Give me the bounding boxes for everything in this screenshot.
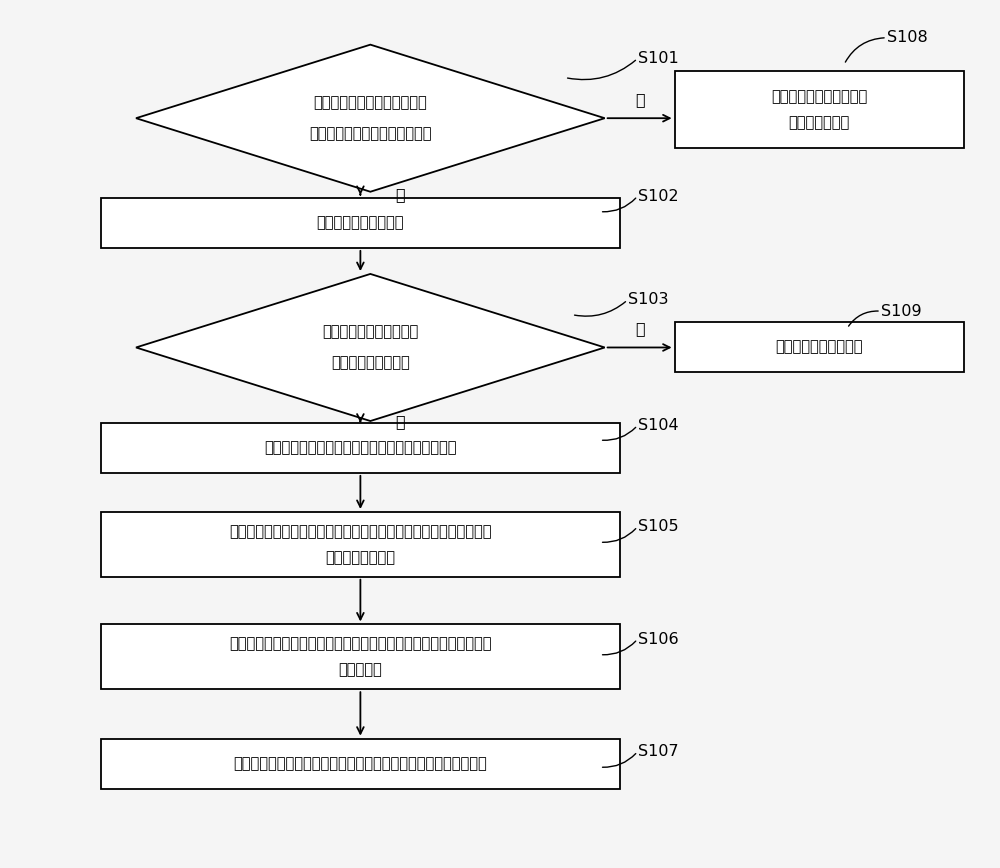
Bar bbox=[675, 70, 964, 148]
Polygon shape bbox=[136, 44, 605, 192]
Text: S101: S101 bbox=[638, 51, 678, 66]
Text: S102: S102 bbox=[638, 188, 678, 204]
Polygon shape bbox=[136, 274, 605, 421]
Text: S107: S107 bbox=[638, 744, 678, 759]
Bar bbox=[101, 739, 620, 789]
Text: S109: S109 bbox=[881, 304, 922, 319]
Bar bbox=[101, 423, 620, 473]
Text: 执行驻车夹紧功能: 执行驻车夹紧功能 bbox=[325, 549, 395, 565]
Text: 输出用于提示驾驶员用力踩下制动踏板的提示信息: 输出用于提示驾驶员用力踩下制动踏板的提示信息 bbox=[264, 440, 457, 456]
Text: 在检测到制动踏板被用力踩下后，输出第一预设电流以驱动电机继续: 在检测到制动踏板被用力踩下后，输出第一预设电流以驱动电机继续 bbox=[229, 523, 492, 539]
Text: S108: S108 bbox=[887, 30, 928, 45]
Text: 同时控制电机和螺线管执: 同时控制电机和螺线管执 bbox=[771, 89, 867, 104]
Text: 当检测到卡钳夹紧到上次夹紧位置后，驱动螺线管将锁销锁紧，并停: 当检测到卡钳夹紧到上次夹紧位置后，驱动螺线管将锁销锁紧，并停 bbox=[229, 636, 492, 651]
Text: 是: 是 bbox=[635, 321, 644, 336]
Bar bbox=[101, 512, 620, 576]
Text: S103: S103 bbox=[628, 293, 668, 307]
Text: 是: 是 bbox=[395, 187, 405, 202]
Bar bbox=[101, 198, 620, 248]
Text: S106: S106 bbox=[638, 632, 678, 647]
Text: 止驱动电机: 止驱动电机 bbox=[339, 662, 382, 677]
Text: 输出用于提示驾驶员停止踩下制动踏板的提示信息，完成驻车制动: 输出用于提示驾驶员停止踩下制动踏板的提示信息，完成驻车制动 bbox=[234, 756, 487, 771]
Text: 制动控制器的电源发生低压故障: 制动控制器的电源发生低压故障 bbox=[309, 126, 432, 141]
Text: S104: S104 bbox=[638, 418, 678, 433]
Text: 接收到驻车夹紧指令时，驻车: 接收到驻车夹紧指令时，驻车 bbox=[313, 95, 427, 110]
Bar bbox=[101, 624, 620, 689]
Text: 暂停执行驻车夹紧功能: 暂停执行驻车夹紧功能 bbox=[317, 215, 404, 230]
Text: 否: 否 bbox=[635, 92, 644, 107]
Text: 否: 否 bbox=[395, 414, 405, 430]
Text: 行驻车夹紧功能: 行驻车夹紧功能 bbox=[788, 115, 850, 130]
Text: 输入电压由低压状态恢复: 输入电压由低压状态恢复 bbox=[322, 325, 418, 339]
Text: S105: S105 bbox=[638, 519, 678, 534]
Bar bbox=[675, 321, 964, 372]
Text: 继续执行驻车夹紧功能: 继续执行驻车夹紧功能 bbox=[775, 339, 863, 354]
Text: 至正常工作电压状态: 至正常工作电压状态 bbox=[331, 356, 410, 371]
